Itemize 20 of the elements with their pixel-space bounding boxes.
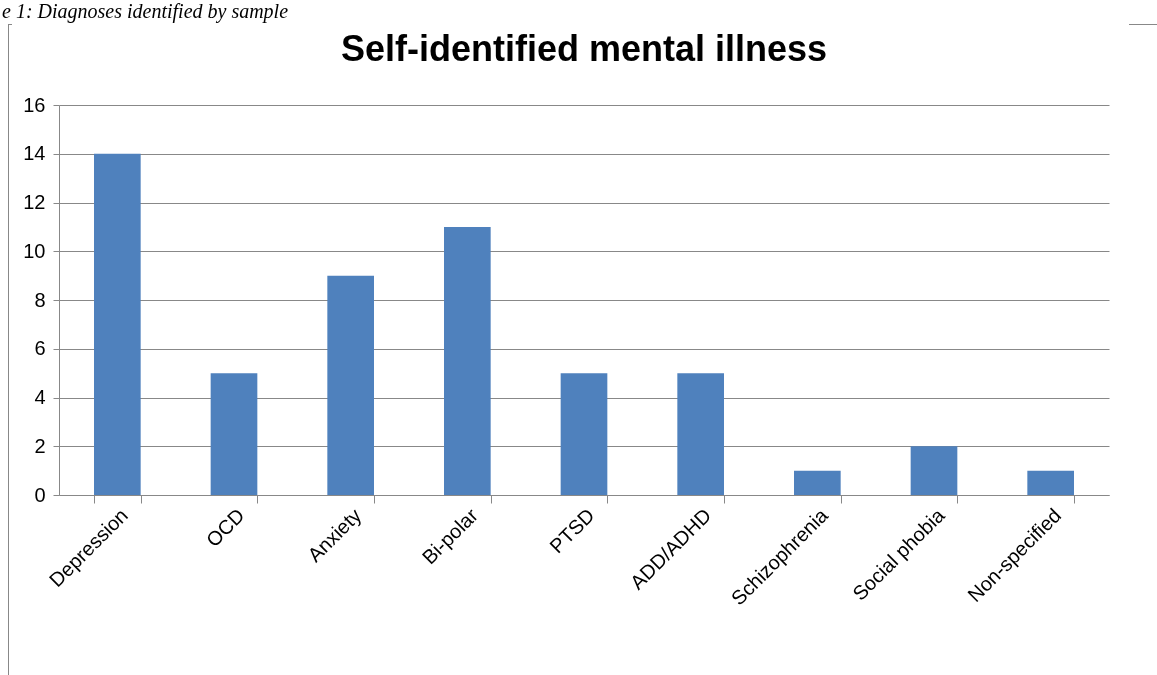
y-tick-label: 12 bbox=[23, 191, 46, 213]
bar bbox=[910, 446, 958, 495]
bar bbox=[1027, 470, 1074, 495]
y-tick-label: 2 bbox=[34, 434, 46, 457]
chart-title: Self-identified mental illness bbox=[340, 28, 828, 69]
y-tick-label: 16 bbox=[23, 93, 46, 116]
bar bbox=[794, 470, 841, 495]
y-tick-label: 4 bbox=[34, 386, 46, 408]
bar bbox=[677, 373, 724, 495]
y-tick-label: 14 bbox=[23, 142, 46, 165]
y-tick-label: 10 bbox=[23, 239, 46, 262]
bar bbox=[210, 373, 258, 495]
bar bbox=[94, 153, 141, 495]
y-tick-label: 6 bbox=[34, 337, 46, 360]
bar bbox=[444, 226, 491, 495]
y-tick-label: 8 bbox=[34, 288, 46, 311]
bar bbox=[560, 373, 608, 495]
text: e 1: Diagnoses identified by sample bbox=[2, 0, 289, 22]
bar bbox=[327, 275, 374, 495]
y-tick-label: 0 bbox=[34, 483, 46, 506]
